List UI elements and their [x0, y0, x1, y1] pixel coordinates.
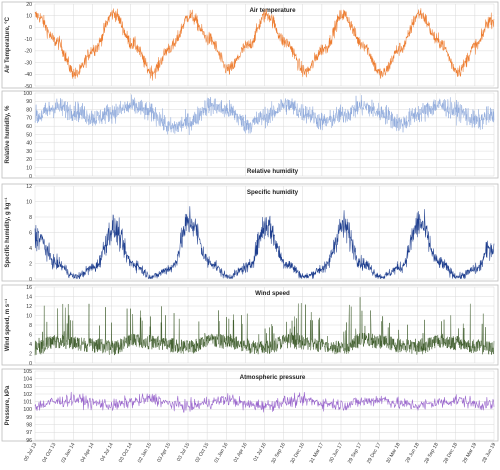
y-tick-label: 0 [29, 277, 32, 283]
y-tick-label: 8 [29, 323, 32, 329]
x-tick-label: 30 Jun 17 [328, 442, 344, 464]
y-tick-label: 50 [26, 132, 32, 138]
x-tick-label: 04 Jul 14 [99, 442, 114, 463]
x-tick-label: 03 Jan 14 [60, 442, 76, 464]
x-tick-label: 03 Jul 15 [176, 442, 191, 463]
x-tick-label: 04 Oct 13 [41, 442, 57, 464]
series-line-0 [34, 8, 495, 81]
x-tick-label: 02 Jan 15 [137, 442, 153, 464]
x-tick-label: 04 Apr 14 [80, 442, 96, 464]
x-tick-label: 02 Oct 15 [194, 442, 210, 464]
chart-panel-2: 0 2 4 6 8 10 12 Specific humidity, g kg⁻¹ Specif… [1, 183, 499, 283]
series-line-0 [34, 296, 495, 356]
chart-panel-3: 0 2 4 6 8 10 12 14 16 Wind speed, m s⁻¹ Wind speed [1, 284, 499, 367]
y-tick-label: 4 [29, 246, 32, 252]
y-tick-label: 0 [29, 174, 32, 180]
y-tick-label: 98 [26, 422, 32, 428]
x-tick-label: 28 Sep 18 [423, 442, 440, 465]
panel-title: Air temperature [249, 7, 296, 14]
y-tick-label: -50 [25, 84, 33, 90]
y-tick-label: 12 [26, 304, 32, 310]
y-tick-label: 104 [23, 376, 32, 382]
y-tick-label: 96 [26, 438, 32, 444]
x-tick-label: 03 Apr 15 [156, 442, 172, 464]
x-tick-label: 05 Jul 13 [23, 442, 38, 463]
y-tick-label: 90 [26, 99, 32, 105]
y-tick-label: -10 [25, 37, 33, 43]
series-line-0 [34, 94, 495, 136]
panel-title: Specific humidity [247, 189, 299, 196]
x-tick-label: 29 Jun 18 [405, 442, 421, 464]
y-tick-label: 100 [23, 91, 32, 97]
x-axis: 05 Jul 13 04 Oct 13 03 Jan 14 04 Apr 14 04 J… [23, 442, 497, 465]
y-tick-label: 4 [29, 342, 32, 348]
chart-panel-0: -50 -40 -30 -20 -10 0 10 20 Air Temperature, °C A… [1, 1, 499, 90]
y-tick-label: 60 [26, 124, 32, 130]
x-tick-label: 01 Jan 16 [213, 442, 229, 464]
chart-panel-1: 0 10 20 30 40 50 60 70 80 90 100 Relative humidity,… [1, 90, 499, 180]
y-tick-label: 10 [26, 313, 32, 319]
y-tick-label: 6 [29, 230, 32, 236]
y-tick-label: 10 [26, 199, 32, 205]
y-tick-label: 0 [29, 25, 32, 31]
y-tick-label: 70 [26, 116, 32, 122]
x-tick-label: 30 Mar 18 [385, 442, 402, 465]
x-tick-label: 01 Apr 16 [233, 442, 249, 464]
y-axis-label: Relative humidity, % [5, 105, 11, 164]
x-tick-label: 01 Jul 16 [252, 442, 267, 463]
x-tick-label: 28 Dec 18 [442, 442, 459, 465]
y-tick-label: 2 [29, 261, 32, 267]
y-tick-label: 100 [23, 407, 32, 413]
x-tick-label: 03 Oct 14 [118, 442, 134, 464]
x-tick-label: 30 Sep 16 [270, 442, 287, 465]
y-axis-label: Specific humidity, g kg⁻¹ [4, 197, 11, 267]
y-tick-label: 30 [26, 149, 32, 155]
x-tick-label: 28 Jun 19 [481, 442, 497, 464]
y-axis-label: Air Temperature, °C [5, 16, 11, 73]
y-tick-label: 40 [26, 141, 32, 147]
y-tick-label: 2 [29, 351, 32, 357]
y-tick-label: 103 [23, 384, 32, 390]
y-tick-label: 105 [23, 369, 32, 375]
y-tick-label: -20 [25, 49, 33, 55]
y-tick-label: 99 [26, 415, 32, 421]
y-tick-label: 80 [26, 107, 32, 113]
x-tick-label: 30 Dec 16 [289, 442, 306, 465]
panel-title: Relative humidity [247, 168, 299, 175]
panel-title: Wind speed [255, 290, 290, 297]
series-line-0 [34, 206, 495, 279]
x-tick-label: 29 Sep 17 [347, 442, 364, 465]
y-tick-label: 102 [23, 392, 32, 398]
x-tick-label: 29 Dec 17 [366, 442, 383, 465]
y-tick-label: -40 [25, 72, 33, 78]
x-tick-label: 31 Mar 17 [309, 442, 326, 465]
y-tick-label: 20 [26, 2, 32, 8]
y-tick-label: 6 [29, 332, 32, 338]
y-axis-label: Pressure, kPa [5, 385, 11, 425]
y-tick-label: 20 [26, 157, 32, 163]
y-axis-label: Wind speed, m s⁻¹ [4, 299, 11, 351]
y-tick-label: 14 [26, 294, 32, 300]
y-tick-label: 12 [26, 184, 32, 190]
x-tick-label: 29 Mar 19 [462, 442, 479, 465]
y-tick-label: 10 [26, 166, 32, 172]
y-tick-label: 8 [29, 215, 32, 221]
series-line-0 [34, 391, 495, 413]
panel-title: Atmospheric pressure [240, 374, 306, 381]
y-tick-label: 0 [29, 361, 32, 367]
y-tick-label: 10 [26, 14, 32, 20]
y-tick-label: 16 [26, 285, 32, 291]
y-tick-label: 101 [23, 399, 32, 405]
y-tick-label: 97 [26, 430, 32, 436]
y-tick-label: -30 [25, 60, 33, 66]
